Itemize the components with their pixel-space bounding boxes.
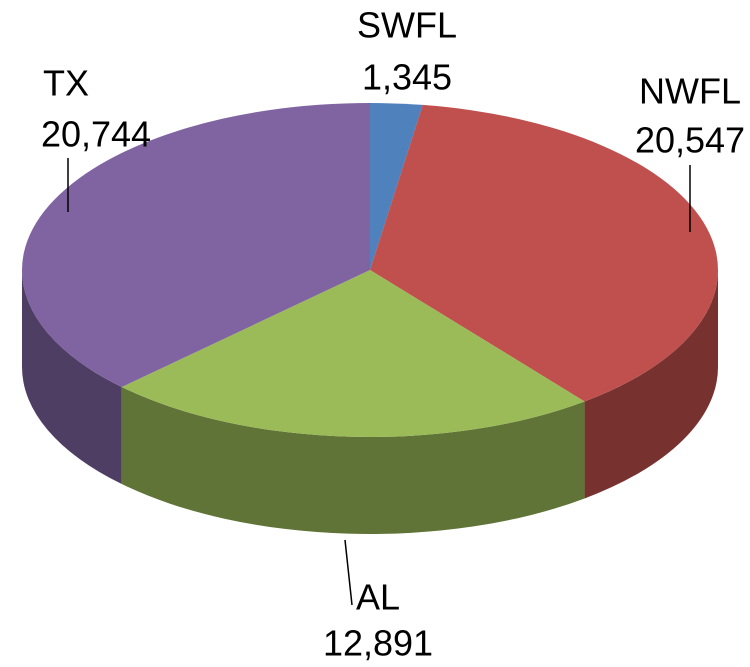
pie-side — [584, 270, 718, 499]
pie-slice — [370, 103, 423, 270]
pie-slice — [370, 104, 719, 402]
slice-label: AL — [356, 577, 400, 618]
slice-label: SWFL — [357, 5, 457, 46]
leader-line — [344, 539, 353, 606]
slice-value-label: 20,547 — [635, 120, 745, 161]
slice-value-label: 1,345 — [362, 57, 452, 98]
slice-label: TX — [43, 63, 89, 104]
pie-side — [121, 387, 585, 534]
slice-value-label: 20,744 — [41, 114, 151, 155]
slice-label: NWFL — [639, 71, 741, 112]
pie-slice — [121, 270, 585, 438]
pie-slice — [21, 103, 370, 388]
pie-side — [22, 270, 122, 485]
slice-value-label: 12,891 — [323, 623, 433, 664]
